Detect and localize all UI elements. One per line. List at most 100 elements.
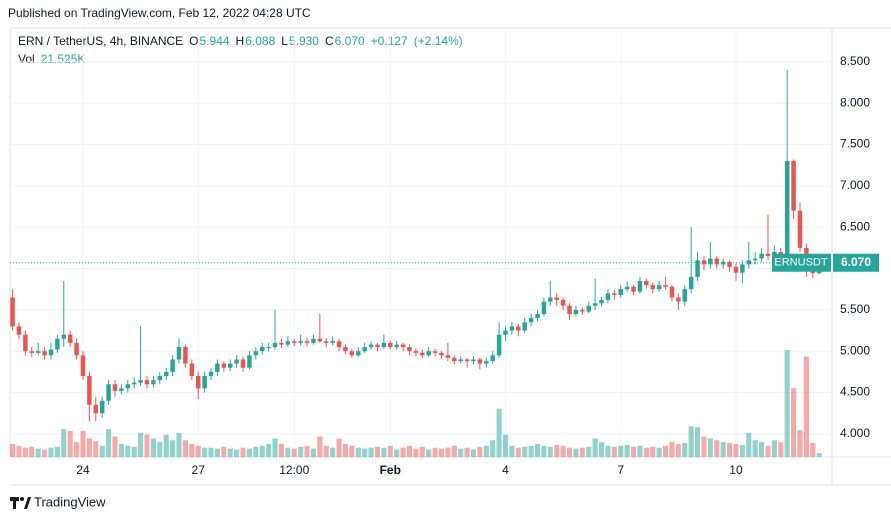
- volume-bar: [285, 447, 291, 457]
- volume-bar: [106, 429, 112, 457]
- volume-bar: [413, 448, 419, 457]
- candle-body: [349, 351, 355, 356]
- volume-bar: [534, 443, 541, 457]
- volume-bar: [483, 445, 489, 457]
- candle-body: [138, 380, 143, 383]
- volume-bar: [752, 440, 758, 457]
- y-tick-label: 5.500: [840, 302, 870, 316]
- volume-bar: [733, 443, 739, 457]
- volume-bar: [579, 447, 585, 457]
- candle-body: [439, 352, 444, 356]
- volume-bar: [99, 445, 105, 457]
- volume-bar: [131, 446, 137, 457]
- volume-bar: [739, 444, 745, 457]
- candle-body: [93, 404, 99, 414]
- candle-body: [644, 280, 649, 286]
- legend-value: 5.944: [200, 34, 230, 48]
- legend-volume: 21.525K: [41, 52, 86, 66]
- volume-bar: [208, 447, 214, 457]
- candle-body: [55, 338, 60, 350]
- candle-body: [618, 289, 623, 295]
- volume-bar: [797, 430, 803, 457]
- volume-bar: [118, 443, 124, 457]
- candle-body: [720, 261, 726, 265]
- volume-bar: [266, 443, 272, 457]
- candle-body: [560, 299, 566, 306]
- x-tick-label: 10: [729, 463, 743, 477]
- y-tick-label: 7.500: [840, 137, 870, 151]
- volume-bar: [400, 447, 406, 457]
- candle-body: [727, 261, 732, 267]
- candle-body: [708, 258, 713, 265]
- volume-bar: [509, 445, 515, 457]
- volume-bar: [605, 445, 611, 457]
- candle-body: [471, 359, 476, 362]
- candle-body: [528, 318, 534, 323]
- volume-bar: [714, 440, 720, 457]
- volume-bar: [112, 436, 118, 457]
- volume-bar: [502, 434, 509, 457]
- volume-bar: [368, 447, 374, 457]
- candle-body: [509, 326, 515, 331]
- volume-bar: [445, 447, 451, 457]
- candle-body: [221, 363, 227, 368]
- candle-body: [637, 280, 643, 292]
- brand-logo: [10, 497, 31, 509]
- candle-body: [176, 347, 182, 360]
- volume-bar: [784, 350, 790, 457]
- candle-body: [605, 293, 611, 300]
- candle-body: [23, 334, 28, 352]
- candle-body: [195, 375, 201, 389]
- candle-body: [413, 351, 419, 353]
- volume-bar: [522, 446, 528, 457]
- candle-body: [259, 347, 265, 352]
- volume-bar: [682, 443, 688, 457]
- candle-body: [304, 341, 310, 343]
- volume-bar: [490, 440, 496, 457]
- volume-bar: [182, 440, 188, 457]
- candle-body: [61, 334, 67, 339]
- candle-body: [183, 347, 188, 364]
- volume-bar: [432, 447, 438, 457]
- volume-bar: [586, 446, 592, 457]
- candle-body: [87, 375, 92, 405]
- candle-body: [458, 359, 463, 362]
- candle-body: [740, 264, 745, 273]
- candle-body: [541, 301, 547, 314]
- candle-body: [554, 297, 559, 300]
- volume-bar: [406, 445, 413, 457]
- volume-bar: [592, 438, 598, 457]
- y-tick-label: 5.000: [840, 343, 870, 357]
- volume-bar: [458, 448, 464, 457]
- volume-bar: [349, 445, 355, 457]
- x-tick-label: 24: [76, 463, 90, 477]
- brand-name: TradingView: [34, 494, 106, 509]
- candle-body: [343, 347, 348, 352]
- volume-bar: [803, 356, 809, 457]
- candle-body: [733, 266, 739, 273]
- volume-bar: [451, 445, 457, 457]
- legend-key: C: [325, 34, 334, 48]
- candle-body: [797, 210, 803, 248]
- candle-body: [336, 341, 342, 348]
- volume-bar: [598, 442, 605, 457]
- volume-bar: [342, 443, 349, 457]
- y-tick-label: 4.500: [840, 385, 870, 399]
- volume-bar: [387, 445, 393, 457]
- volume-bar: [16, 445, 22, 457]
- volume-bar: [304, 445, 310, 457]
- candle-body: [612, 293, 617, 295]
- volume-bar: [662, 445, 669, 457]
- candle-body: [464, 359, 470, 362]
- y-tick-label: 6.500: [840, 219, 870, 233]
- volume-bar: [618, 445, 624, 457]
- candle-body: [624, 286, 630, 290]
- price-tag-box: [833, 253, 879, 272]
- candle-body: [663, 285, 668, 287]
- volume-bar: [61, 429, 67, 457]
- candle-body: [311, 338, 316, 343]
- candle-body: [106, 384, 111, 401]
- candle-body: [432, 351, 438, 353]
- volume-bar: [144, 434, 150, 457]
- volume-bar: [221, 446, 227, 457]
